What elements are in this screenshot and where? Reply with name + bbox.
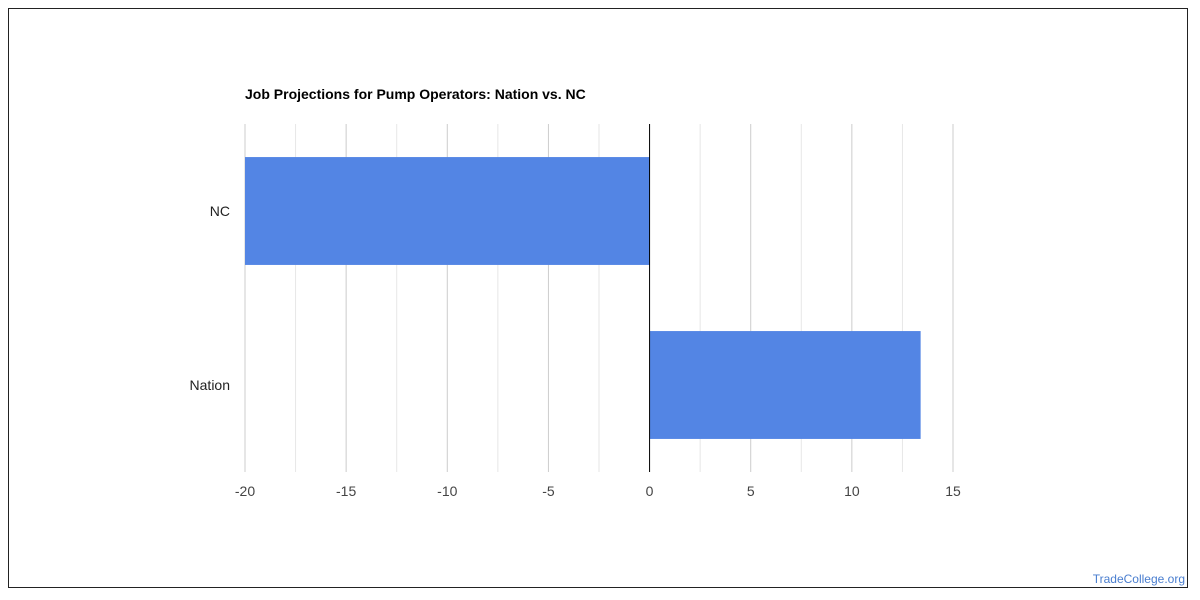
x-tick-label: -15	[336, 483, 356, 499]
x-tick-label: -10	[437, 483, 457, 499]
x-tick-label: -5	[542, 483, 555, 499]
category-labels: NC Nation	[190, 203, 230, 393]
category-label-nation: Nation	[190, 377, 230, 393]
x-tick-label: -20	[235, 483, 255, 499]
x-tick-label: 5	[747, 483, 755, 499]
bar-nc	[245, 157, 650, 265]
source-link[interactable]: TradeCollege.org	[1092, 572, 1185, 586]
bar-nation	[649, 331, 921, 439]
gridlines	[244, 124, 954, 472]
x-tick-label: 10	[844, 483, 860, 499]
bars	[245, 157, 921, 439]
chart-frame	[8, 8, 1188, 588]
x-tick-label: 15	[945, 483, 961, 499]
category-label-nc: NC	[210, 203, 230, 219]
chart-title: Job Projections for Pump Operators: Nati…	[245, 86, 586, 102]
x-tick-label: 0	[646, 483, 654, 499]
x-tick-labels: -20 -15 -10 -5 0 5 10 15	[235, 483, 961, 499]
